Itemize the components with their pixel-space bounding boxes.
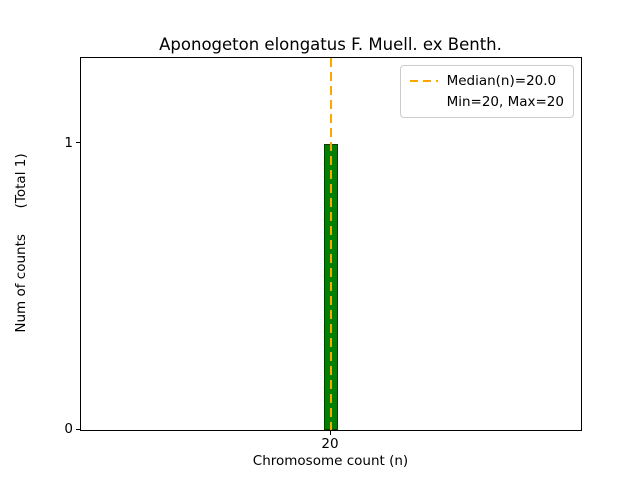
legend-handle-spacer <box>410 101 438 103</box>
legend-label-minmax: Min=20, Max=20 <box>446 94 564 110</box>
y-tick-label: 0 <box>64 421 73 437</box>
y-tick-label: 1 <box>64 134 73 151</box>
x-axis-label: Chromosome count (n) <box>252 453 409 469</box>
y-axis-label: Num of counts (Total 1) <box>13 153 29 333</box>
plot-area: Median(n)=20.0 Min=20, Max=20 <box>80 57 582 431</box>
legend-row-minmax: Min=20, Max=20 <box>410 94 564 110</box>
x-tick-label: 20 <box>321 436 339 452</box>
legend-row-median: Median(n)=20.0 <box>409 73 564 89</box>
median-dashed-line-icon <box>409 80 438 82</box>
median-line <box>330 58 332 430</box>
y-tick-mark <box>76 142 80 144</box>
legend: Median(n)=20.0 Min=20, Max=20 <box>399 65 574 118</box>
legend-label-median: Median(n)=20.0 <box>446 73 557 89</box>
chart-title: Aponogeton elongatus F. Muell. ex Benth. <box>159 35 502 54</box>
x-tick-mark <box>329 431 331 435</box>
y-tick-mark <box>76 428 80 430</box>
